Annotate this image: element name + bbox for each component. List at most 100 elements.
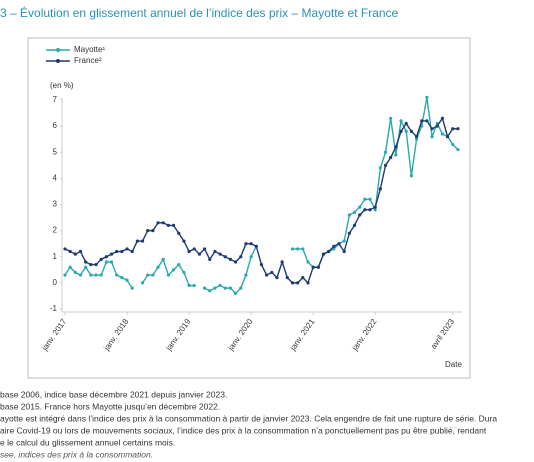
point xyxy=(378,166,382,170)
point xyxy=(146,229,150,233)
point xyxy=(270,270,274,275)
point xyxy=(451,142,455,147)
point xyxy=(383,163,388,167)
point xyxy=(146,273,150,277)
point xyxy=(394,145,398,149)
y-tick-label: -1 xyxy=(50,304,58,313)
point xyxy=(451,127,455,131)
point xyxy=(435,124,439,128)
point xyxy=(192,247,196,251)
point xyxy=(332,244,336,248)
footnote: base 2015. France hors Mayotte jusqu’en … xyxy=(0,401,220,411)
point xyxy=(99,273,103,277)
point xyxy=(109,260,114,264)
point xyxy=(409,129,413,133)
y-tick-label: 5 xyxy=(53,147,58,156)
point xyxy=(296,281,300,285)
point xyxy=(151,273,155,277)
point xyxy=(115,273,119,277)
point xyxy=(280,260,284,264)
point xyxy=(109,252,114,256)
x-tick-label: janv. 2019 xyxy=(164,317,193,353)
point xyxy=(223,286,227,290)
point xyxy=(151,229,155,233)
point xyxy=(363,197,367,201)
point xyxy=(239,255,243,259)
point xyxy=(89,262,93,267)
point xyxy=(239,286,243,290)
point xyxy=(187,283,191,288)
y-axis-label: (en %) xyxy=(50,81,74,90)
x-tick-label: janv. 2017 xyxy=(40,317,69,353)
point xyxy=(352,223,357,227)
series-line xyxy=(64,116,458,285)
point xyxy=(456,127,460,131)
point xyxy=(404,129,408,133)
point xyxy=(218,283,222,288)
footnote: aire Covid-19 ou lors de mouvements soci… xyxy=(0,425,487,435)
point xyxy=(228,257,233,261)
point xyxy=(182,270,186,275)
point xyxy=(208,289,212,293)
point xyxy=(254,244,258,248)
point xyxy=(352,210,357,214)
point xyxy=(347,231,351,235)
point xyxy=(234,291,238,295)
point xyxy=(161,221,165,225)
point xyxy=(130,249,134,254)
y-tick-label: 4 xyxy=(53,173,58,182)
point xyxy=(425,119,429,123)
point xyxy=(409,174,413,178)
point xyxy=(414,134,419,139)
point xyxy=(218,252,222,256)
point xyxy=(306,281,310,285)
legend-marker xyxy=(56,59,60,63)
point xyxy=(120,249,124,254)
chart-title: 3 – Évolution en glissement annuel de l’… xyxy=(0,5,399,20)
point xyxy=(73,252,77,256)
x-tick-label: avril 2023 xyxy=(429,317,457,351)
y-tick-label: 6 xyxy=(53,121,58,130)
point xyxy=(78,249,83,254)
x-tick-label: janv. 2021 xyxy=(288,317,317,353)
point xyxy=(104,260,108,264)
point xyxy=(89,273,93,277)
x-tick-label: janv. 2018 xyxy=(102,317,131,353)
point xyxy=(208,257,212,261)
point xyxy=(399,129,403,133)
legend-label: France² xyxy=(74,56,102,65)
point xyxy=(285,276,289,280)
point xyxy=(425,95,429,99)
point xyxy=(337,242,341,246)
point xyxy=(368,208,372,212)
point xyxy=(244,273,248,277)
point xyxy=(445,134,450,139)
point xyxy=(394,153,398,157)
point xyxy=(140,281,145,285)
point xyxy=(389,116,393,120)
point xyxy=(182,239,186,243)
point xyxy=(440,132,445,136)
point xyxy=(368,197,372,201)
point xyxy=(332,247,336,251)
chart-frame xyxy=(27,37,471,379)
point xyxy=(383,150,388,154)
point xyxy=(171,223,176,227)
point xyxy=(228,286,233,290)
point xyxy=(125,278,129,282)
point xyxy=(290,247,295,251)
point xyxy=(104,255,108,259)
point xyxy=(404,121,408,126)
point xyxy=(166,273,170,277)
point xyxy=(187,249,191,254)
point xyxy=(161,257,165,261)
point xyxy=(363,208,367,212)
point xyxy=(301,247,305,251)
point xyxy=(115,249,119,254)
point xyxy=(192,283,196,288)
point xyxy=(430,127,434,131)
point xyxy=(78,273,83,277)
point xyxy=(342,239,346,243)
point xyxy=(63,247,67,251)
point xyxy=(265,273,269,277)
